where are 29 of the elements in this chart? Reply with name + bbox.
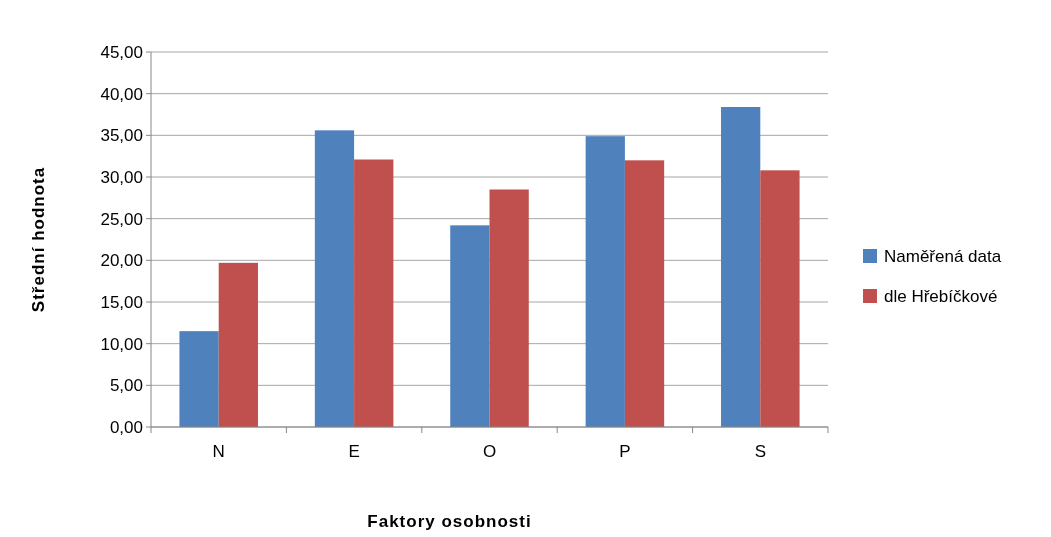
legend-label: Naměřená data xyxy=(884,246,1002,266)
y-axis-title: Střední hodnota xyxy=(29,166,48,313)
x-tick-label: O xyxy=(482,442,497,461)
x-tick-label: E xyxy=(348,442,360,461)
y-tick-label: 45,00 xyxy=(100,42,143,62)
y-tick-label: 25,00 xyxy=(100,209,143,229)
bar xyxy=(218,262,258,427)
legend-label: dle Hřebíčkové xyxy=(884,286,998,306)
x-tick-label: P xyxy=(619,442,631,461)
bar xyxy=(450,225,490,427)
bar xyxy=(354,159,394,427)
bar xyxy=(314,130,355,427)
x-tick-label: S xyxy=(754,442,766,461)
bar xyxy=(760,170,800,427)
bar xyxy=(489,189,529,427)
y-tick-label: 15,00 xyxy=(100,292,143,312)
bar xyxy=(179,331,219,427)
bar xyxy=(585,136,625,427)
y-tick-label: 30,00 xyxy=(100,167,143,187)
y-tick-label: 10,00 xyxy=(100,334,143,354)
y-tick-label: 0,00 xyxy=(109,417,143,437)
x-axis-title: Faktory osobnosti xyxy=(367,512,532,531)
y-tick-label: 20,00 xyxy=(100,251,143,271)
bar xyxy=(624,160,665,427)
x-tick-label: N xyxy=(212,442,225,461)
y-tick-label: 5,00 xyxy=(109,376,143,396)
y-tick-label: 35,00 xyxy=(100,126,143,146)
bar xyxy=(721,107,761,427)
y-tick-label: 40,00 xyxy=(100,84,143,104)
